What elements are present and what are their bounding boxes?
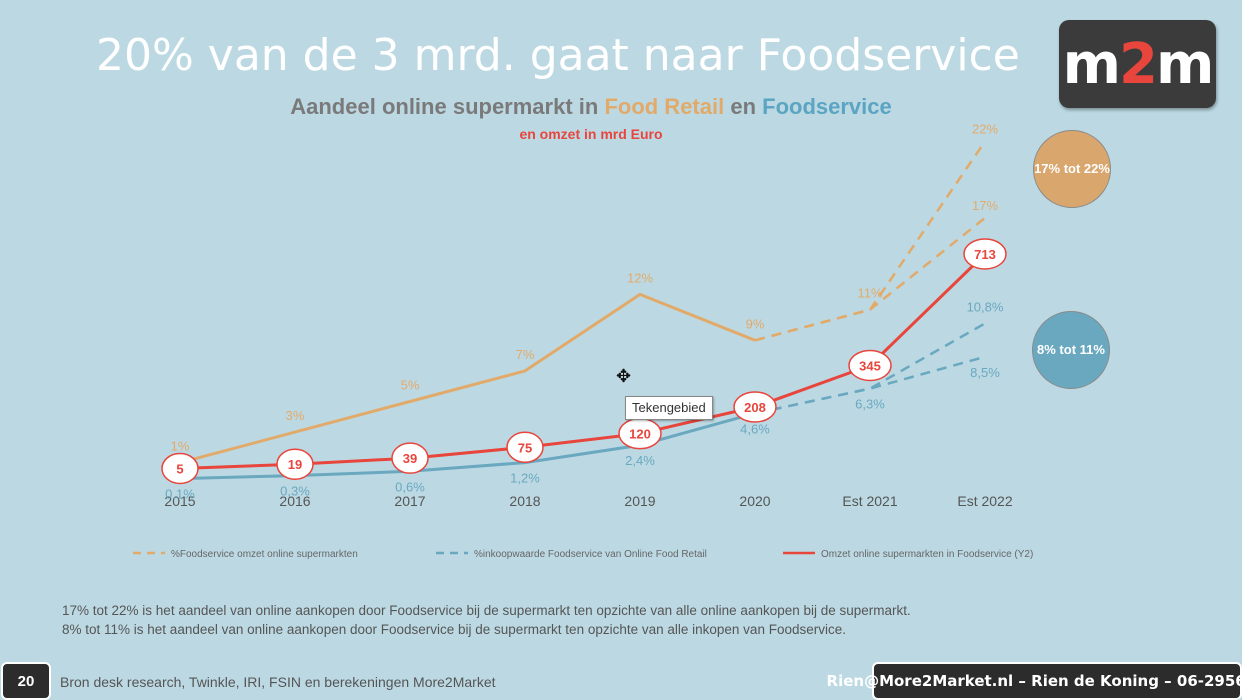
logo-suffix: m	[1155, 31, 1214, 97]
omzet-marker	[276, 448, 314, 480]
data-label-food-retail: 11%	[857, 286, 882, 301]
data-label-foodservice: 0,1%	[165, 487, 195, 502]
data-label-food-retail: 12%	[627, 270, 653, 285]
x-tick-label: Est 2022	[957, 493, 1012, 509]
data-label-food-retail: 5%	[401, 378, 420, 393]
x-tick-label: 2019	[624, 493, 655, 509]
x-tick-label: 2020	[739, 493, 770, 509]
data-label-food-retail: 17%	[972, 198, 998, 213]
slide-title: 20% van de 3 mrd. gaat naar Foodservice	[96, 30, 1020, 81]
contact-bar: Rien@More2Market.nl – Rien de Koning – 0…	[827, 662, 1242, 700]
page-number: 20	[1, 662, 51, 700]
move-cursor-icon: ✥	[616, 366, 632, 386]
data-label-foodservice: 0,3%	[280, 484, 310, 499]
series-food-retail-line	[179, 292, 756, 465]
data-label-food-retail: 3%	[286, 408, 305, 423]
data-label-foodservice: 6,3%	[855, 397, 885, 412]
data-label-omzet: 39	[403, 451, 417, 466]
note-line-1: 17% tot 22% is het aandeel van online aa…	[62, 603, 911, 618]
notes: 17% tot 22% is het aandeel van online aa…	[62, 601, 911, 639]
data-label-food-retail: 9%	[746, 316, 765, 331]
data-label-omzet: 75	[518, 440, 532, 455]
x-tick-label: Est 2021	[842, 493, 897, 509]
data-label-omzet: 19	[288, 457, 302, 472]
data-label-foodservice: 4,6%	[740, 421, 770, 436]
data-label-foodservice: 8,5%	[970, 365, 1000, 380]
data-label-food-retail-high: 22%	[972, 121, 998, 136]
tooltip-plot-area: Tekengebied	[625, 396, 713, 420]
omzet-marker	[506, 431, 544, 464]
data-label-foodservice-high: 10,8%	[967, 299, 1004, 314]
data-label-omzet: 345	[859, 358, 881, 373]
data-label-foodservice: 0,6%	[395, 479, 425, 494]
series-foodservice-low-dashed	[754, 355, 986, 415]
chart-title-part-3: en	[724, 94, 763, 119]
chart-title-food-retail: Food Retail	[604, 94, 725, 119]
legend-label: %inkoopwaarde Foodservice van Online Foo…	[474, 549, 707, 560]
x-tick-label: 2015	[164, 493, 195, 509]
data-label-foodservice: 1,2%	[510, 471, 540, 486]
data-label-omzet: 713	[974, 247, 996, 262]
x-tick-label: 2018	[509, 493, 540, 509]
x-tick-label: 2017	[394, 493, 425, 509]
data-label-omzet: 5	[176, 461, 183, 476]
omzet-marker	[391, 442, 429, 474]
chart-title-part-1: Aandeel online supermarkt in	[290, 94, 605, 119]
data-label-food-retail: 7%	[516, 347, 535, 362]
series-food-retail-low-dashed	[754, 216, 986, 342]
badge-food-retail: 17% tot 22%	[1033, 130, 1111, 208]
chart-subtitle: en omzet in mrd Euro	[519, 126, 663, 142]
chart-title: Aandeel online supermarkt in Food Retail…	[0, 94, 1182, 120]
legend-label: Omzet online supermarkten in Foodservice…	[821, 549, 1033, 560]
logo-prefix: m	[1062, 31, 1121, 97]
x-tick-label: 2016	[279, 493, 310, 509]
omzet-marker	[963, 238, 1007, 270]
legend-label: %Foodservice omzet online supermarkten	[171, 549, 358, 560]
data-label-food-retail: 1%	[171, 439, 190, 454]
data-label-omzet: 208	[744, 400, 766, 415]
omzet-marker	[161, 452, 199, 485]
badge-foodservice: 8% tot 11%	[1032, 311, 1110, 389]
series-food-retail-high-dashed	[754, 140, 987, 342]
data-label-omzet: 120	[629, 427, 651, 442]
chart-title-foodservice: Foodservice	[762, 94, 892, 119]
logo-accent: 2	[1119, 31, 1158, 97]
data-label-foodservice: 2,4%	[625, 453, 655, 468]
series-foodservice-line	[179, 411, 756, 481]
omzet-marker	[848, 349, 892, 382]
note-line-2: 8% tot 11% is het aandeel van online aan…	[62, 622, 846, 637]
source-text: Bron desk research, Twinkle, IRI, FSIN e…	[60, 674, 496, 690]
omzet-marker	[733, 391, 777, 423]
